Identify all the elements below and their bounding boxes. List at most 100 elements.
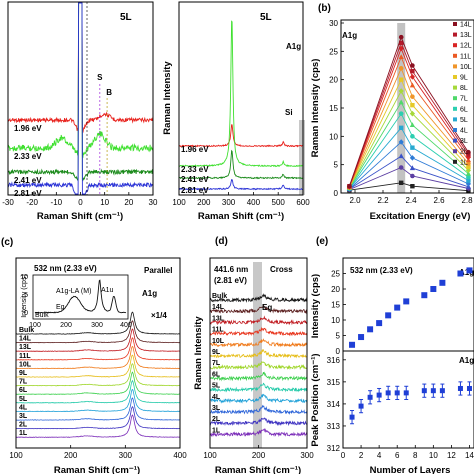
b-point-2L-1 — [398, 165, 404, 170]
aR-xtick-label: 100 — [172, 198, 186, 207]
e-xtick-label: 4 — [377, 451, 382, 460]
c-curve-3L — [15, 397, 181, 421]
d-curve-6L — [209, 371, 308, 382]
aL-curve-3 — [7, 2, 154, 195]
c-xlabel: Raman Shift (cm⁻¹) — [54, 465, 140, 474]
c-curve-11L — [16, 337, 181, 361]
b-xlabel: Excitation Energy (eV) — [370, 211, 471, 222]
d-xtick-label: 200 — [252, 451, 266, 460]
b-legend-swatch — [453, 96, 457, 101]
c-layer-label: Bulk — [19, 327, 34, 334]
e-top-point-1 — [358, 334, 365, 341]
d-layer-label: 7L — [212, 360, 221, 367]
b-legend-label: 6L — [460, 106, 468, 113]
d-layer-label: 13L — [212, 315, 225, 322]
e-xtick-label: 0 — [341, 451, 346, 460]
b-point-10L-3 — [466, 161, 471, 166]
e-bottom-point-8 — [430, 388, 436, 394]
b-point-6L-3 — [466, 174, 471, 180]
b-line-11L — [348, 55, 469, 187]
aR-label-196: 1.96 eV — [181, 145, 209, 154]
e-top-points — [349, 267, 473, 348]
e-laser: 532 nm (2.33 eV) — [350, 266, 413, 275]
b-legend-swatch — [453, 106, 457, 111]
d-xtick-label: 100 — [203, 451, 217, 460]
e-top-point-5 — [394, 304, 401, 311]
b-legend-label: 3L — [460, 138, 468, 145]
panel-d: (d) 441.6 nm (2.81 eV) Cross Eg Bulk 14L 1… — [193, 236, 314, 474]
b-legend-label: 2L — [460, 149, 468, 156]
b-legend-swatch — [453, 128, 457, 132]
c-layer-label: 10L — [19, 361, 32, 368]
aR-curves — [178, 20, 304, 191]
c-inset-label-a1u: A1u — [101, 287, 114, 294]
aR-xtick-label: 400 — [247, 198, 261, 207]
b-legend-swatch — [453, 138, 457, 143]
e-bottom-ytick-label: 314 — [327, 400, 341, 409]
b-ytick-label: 30 — [329, 19, 338, 28]
b-point-14L-3 — [466, 149, 471, 155]
d-layer-label: 10L — [212, 338, 225, 345]
d-curve-1L — [209, 428, 308, 438]
c-inset-ytick-0: 0 — [24, 310, 28, 317]
b-legend: 14L 13L 12L 11L 10L 9L 8L 7L 6L 5L 4L 3L 2L 1L — [453, 22, 472, 166]
c-layer-label: 4L — [19, 404, 28, 411]
d-layer-label: 11L — [212, 327, 224, 334]
d-layer-label: 2L — [212, 416, 221, 423]
b-xtick-label: 2.0 — [349, 196, 361, 205]
aL-xtick-label: 10 — [100, 198, 109, 207]
c-tag: Parallel — [144, 266, 172, 275]
c-laser: 532 nm (2.33 eV) — [34, 264, 97, 273]
c-curve-2L — [15, 406, 181, 430]
b-line-10L — [348, 67, 469, 188]
aL-marker-s: S — [97, 73, 103, 82]
b-line-13L — [348, 41, 469, 187]
c-layer-label: 11L — [19, 353, 31, 360]
e-bottom-ytick-label: 313 — [327, 422, 341, 431]
d-curve-13L — [209, 315, 308, 326]
c-frame — [15, 257, 181, 449]
b-point-9L-3 — [466, 164, 471, 170]
e-bottom-ytick-label: 315 — [327, 378, 341, 387]
b-line-8L — [349, 90, 469, 189]
e-top-ytick-label: 10 — [331, 316, 340, 325]
c-layer-label: 5L — [19, 396, 28, 403]
d-laser: 441.6 nm — [214, 265, 248, 274]
b-point-5L-2 — [410, 145, 415, 150]
c-xtick-label: 100 — [9, 451, 23, 460]
b-legend-swatch — [453, 85, 457, 90]
b-point-9L-1 — [399, 77, 404, 82]
b-xtick-label: 2.4 — [405, 196, 417, 205]
d-layer-labels: Bulk 14L 13L 11L 10L 9L 7L 6L 5L 4L 3L 2L 1L — [212, 293, 227, 434]
c-inset-ylabel: Intensity (cps) — [21, 274, 28, 318]
d-curve-3L — [209, 404, 308, 416]
b-ylabel: Raman Intensity (cps) — [310, 59, 321, 158]
e-top-point-8 — [430, 286, 437, 292]
e-bottom-frame — [342, 350, 474, 449]
d-curve-Bulk — [209, 293, 308, 303]
c-xtick-label: 300 — [119, 451, 133, 460]
d-curve-2L — [209, 417, 308, 427]
e-xtick-label: 14 — [465, 451, 474, 460]
e-top-ytick-label: 20 — [331, 285, 340, 294]
b-point-14L-0 — [347, 183, 352, 189]
b-point-13L-2 — [410, 68, 415, 74]
aR-xtick-label: 300 — [222, 198, 236, 207]
e-top-ytick-label: 25 — [331, 270, 340, 279]
c-peak-label: A1g — [142, 289, 157, 298]
e-top-ytick-label: 15 — [331, 301, 340, 310]
c-curve-4L — [15, 388, 181, 413]
e-xtick-label: 8 — [413, 451, 418, 460]
aR-title: 5L — [260, 12, 272, 23]
b-frame — [340, 19, 474, 194]
e-top-point-11 — [466, 267, 473, 274]
b-xtick-label: 2.8 — [461, 196, 473, 205]
d-xtick-label: 300 — [300, 451, 314, 460]
b-series — [346, 34, 471, 193]
b-legend-label: 11L — [460, 53, 471, 60]
c-curve-1L — [15, 414, 180, 438]
aR-curve-0 — [178, 124, 304, 148]
b-point-13L-1 — [399, 40, 404, 46]
aL-xtick-label: -30 — [2, 198, 14, 207]
